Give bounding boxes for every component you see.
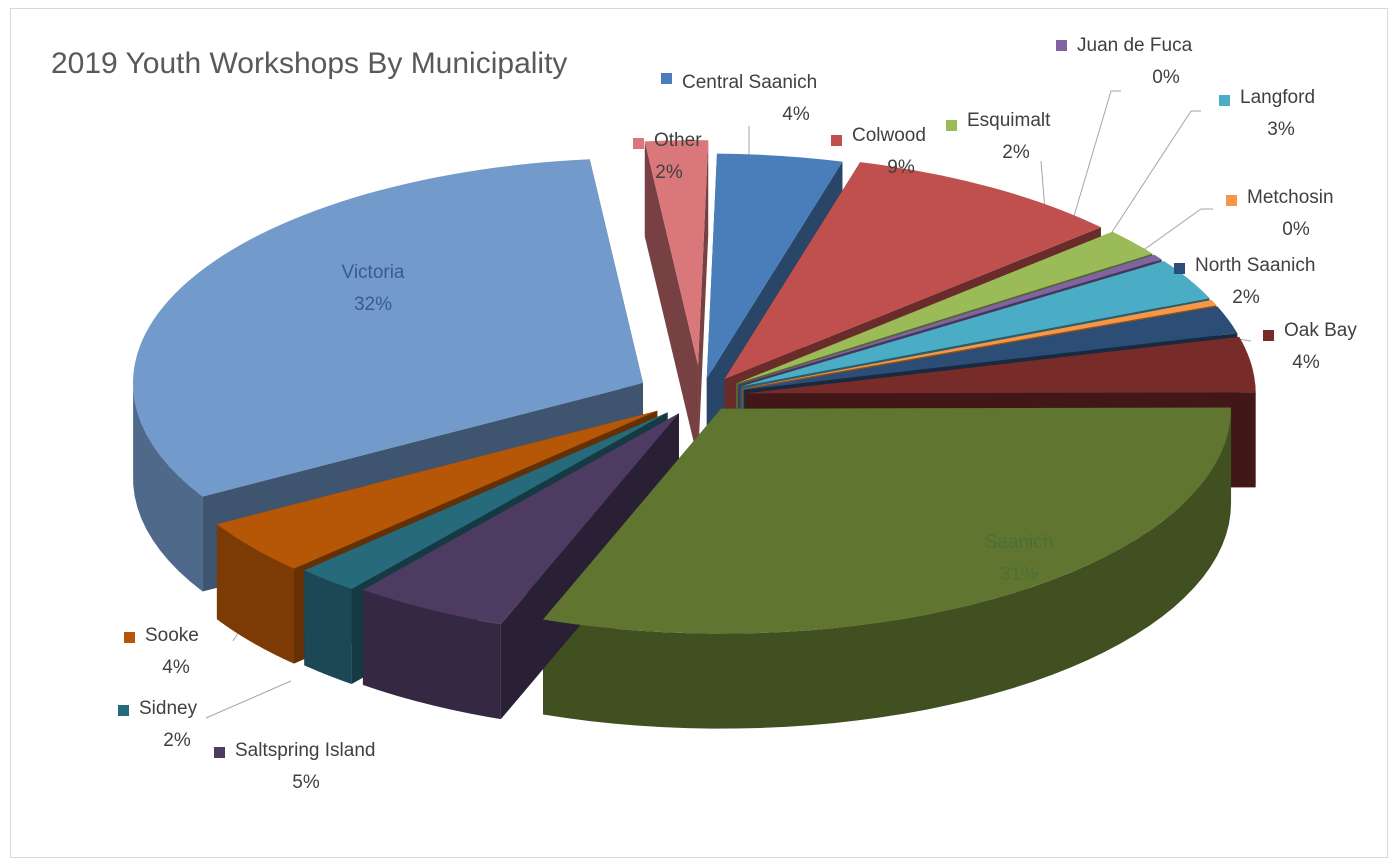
slice-side-saltspring-island bbox=[362, 589, 501, 720]
slice-side-sidney bbox=[304, 570, 352, 685]
data-label-name-juan-de-fuca: Juan de Fuca bbox=[1077, 35, 1193, 56]
slice-oak-bay bbox=[745, 336, 1256, 394]
legend-key-metchosin bbox=[1226, 195, 1237, 206]
slice-victoria bbox=[133, 159, 644, 497]
data-label-name-saanich: Saanich bbox=[985, 532, 1054, 553]
leader-line-juan-de-fuca bbox=[1068, 90, 1121, 234]
data-label-name-colwood: Colwood bbox=[852, 125, 926, 146]
pie-chart: Central Saanich 4% Colwood 9% Esquimalt 2% Jua… bbox=[118, 35, 1357, 793]
data-labels: Central Saanich 4% Colwood 9% Esquimalt 2% Jua… bbox=[118, 35, 1357, 793]
slice-wall-other bbox=[644, 141, 699, 461]
slice-saltspring-island bbox=[362, 413, 679, 625]
slice-sooke bbox=[216, 410, 658, 569]
slice-side-saanich bbox=[543, 407, 1232, 729]
legend-key-colwood bbox=[831, 135, 842, 146]
slice-central-saanich bbox=[706, 153, 843, 379]
slice-esquimalt bbox=[736, 231, 1153, 384]
data-label-value-saltspring-island: 5% bbox=[292, 772, 320, 793]
data-label-value-langford: 3% bbox=[1267, 119, 1295, 140]
data-label-value-central-saanich: 4% bbox=[782, 104, 810, 125]
legend-key-langford bbox=[1219, 95, 1230, 106]
legend-key-other bbox=[633, 138, 644, 149]
slice-side-victoria bbox=[133, 378, 203, 592]
chart-area: 2019 Youth Workshops By Municipality Cen… bbox=[10, 8, 1388, 858]
slice-saanich bbox=[543, 407, 1232, 634]
slice-juan-de-fuca bbox=[738, 254, 1162, 385]
data-label-name-sidney: Sidney bbox=[139, 698, 198, 719]
legend-key-oak-bay bbox=[1263, 330, 1274, 341]
data-label-value-oak-bay: 4% bbox=[1292, 352, 1320, 373]
data-label-name-north-saanich: North Saanich bbox=[1195, 255, 1315, 276]
data-label-value-other: 2% bbox=[655, 162, 683, 183]
leader-line-langford bbox=[1100, 110, 1201, 250]
data-label-name-oak-bay: Oak Bay bbox=[1284, 320, 1357, 341]
legend-key-saltspring-island bbox=[214, 747, 225, 758]
data-label-name-esquimalt: Esquimalt bbox=[967, 110, 1051, 131]
data-label-value-north-saanich: 2% bbox=[1232, 287, 1260, 308]
leader-line-sidney bbox=[205, 680, 292, 719]
data-label-name-saltspring-island: Saltspring Island bbox=[235, 740, 375, 761]
data-label-name-metchosin: Metchosin bbox=[1247, 187, 1334, 208]
slice-side-sooke bbox=[216, 524, 294, 664]
slice-langford bbox=[740, 261, 1210, 387]
slice-metchosin bbox=[742, 300, 1217, 389]
slice-sidney bbox=[304, 412, 668, 590]
legend-key-sidney bbox=[118, 705, 129, 716]
chart-title: 2019 Youth Workshops By Municipality bbox=[51, 47, 568, 80]
slice-side-oak-bay bbox=[1255, 382, 1256, 488]
data-label-value-saanich: 31% bbox=[1000, 564, 1038, 585]
data-label-name-langford: Langford bbox=[1240, 87, 1315, 108]
data-label-name-central-saanich: Central Saanich bbox=[682, 72, 817, 93]
data-label-name-victoria: Victoria bbox=[341, 262, 404, 283]
data-label-value-victoria: 32% bbox=[354, 294, 392, 315]
slice-colwood bbox=[724, 162, 1101, 380]
legend-key-juan-de-fuca bbox=[1056, 40, 1067, 51]
legend-key-central-saanich bbox=[661, 73, 672, 84]
slice-tops bbox=[133, 140, 1256, 634]
slice-north-saanich bbox=[743, 306, 1238, 390]
slice-other bbox=[644, 140, 709, 366]
data-label-name-sooke: Sooke bbox=[145, 625, 199, 646]
data-label-value-juan-de-fuca: 0% bbox=[1152, 67, 1180, 88]
legend-key-esquimalt bbox=[946, 120, 957, 131]
leader-line-metchosin bbox=[1120, 208, 1213, 267]
slice-wall-other bbox=[698, 140, 709, 461]
data-label-value-colwood: 9% bbox=[887, 157, 915, 178]
legend-key-north-saanich bbox=[1174, 263, 1185, 274]
data-label-value-sooke: 4% bbox=[162, 657, 190, 678]
data-label-value-metchosin: 0% bbox=[1282, 219, 1310, 240]
data-label-value-esquimalt: 2% bbox=[1002, 142, 1030, 163]
legend-key-sooke bbox=[124, 632, 135, 643]
data-label-value-sidney: 2% bbox=[163, 730, 191, 751]
data-label-name-other: Other bbox=[654, 130, 702, 151]
